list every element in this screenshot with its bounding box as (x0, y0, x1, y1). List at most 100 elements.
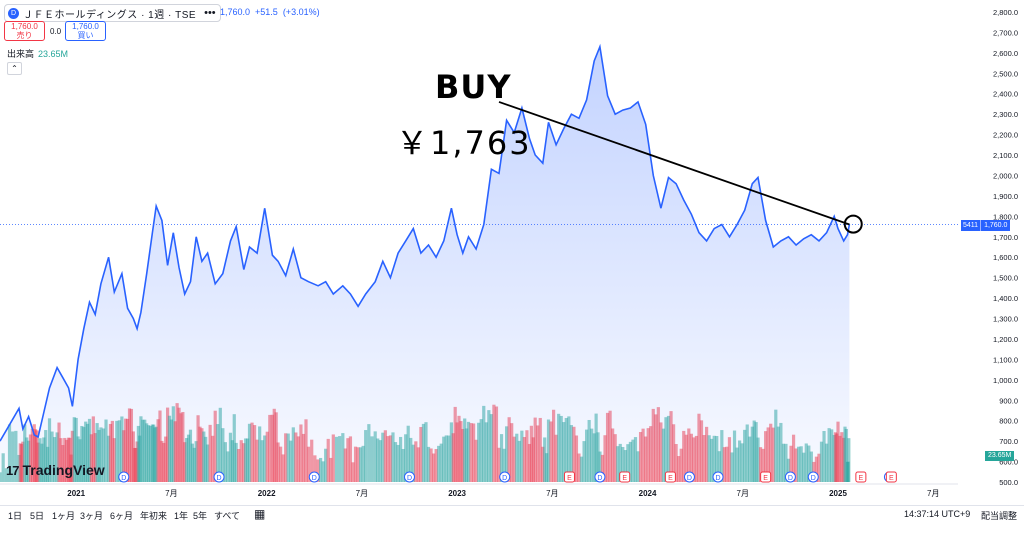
y-tick-label: 1,400.0 (993, 294, 1018, 303)
volume-tag: 23.65M (985, 451, 1015, 461)
dividend-marker-icon (712, 471, 724, 483)
buy-price: 1,760.0 (72, 22, 99, 31)
timeframe-5y[interactable]: 5年 (193, 511, 208, 521)
timeframe-6m[interactable]: 6ヶ月 (110, 511, 134, 521)
sell-button[interactable]: 1,760.0 売り (4, 21, 45, 41)
y-tick-label: 1,800.0 (993, 212, 1018, 221)
dividend-marker-icon (213, 471, 225, 483)
y-tick-label: 1,600.0 (993, 253, 1018, 262)
y-tick-label: 2,300.0 (993, 110, 1018, 119)
y-tick-label: 2,200.0 (993, 131, 1018, 140)
dividend-marker-icon (118, 471, 130, 483)
x-tick-label: 7月 (927, 489, 939, 498)
price-line (0, 43, 851, 442)
earnings-marker-icon (664, 471, 676, 483)
x-tick-label: 7月 (737, 489, 749, 498)
y-tick-label: 1,100.0 (993, 355, 1018, 364)
dividend-marker-icon (499, 471, 511, 483)
price-tag-count: 5411 (961, 220, 982, 231)
y-tick-label: 800.0 (999, 417, 1018, 426)
symbol-header[interactable]: D ＪＦＥホールディングス · 1週 · TSE ••• (4, 4, 221, 22)
dividend-marker-icon (308, 471, 320, 483)
sell-label: 売り (16, 31, 33, 40)
dividend-marker-label: D (407, 475, 412, 482)
timeframe-1y[interactable]: 1年 (174, 511, 189, 521)
calendar-icon[interactable]: ▦ (254, 507, 266, 521)
annotation-buy: BUY (435, 68, 512, 106)
earnings-marker-label: E (763, 475, 768, 482)
y-tick-label: 1,500.0 (993, 274, 1018, 283)
x-tick-label: 7月 (356, 489, 368, 498)
spread-value: 0.0 (50, 27, 62, 36)
earnings-marker-label: E (567, 475, 572, 482)
dividend-marker-label: D (312, 475, 317, 482)
clock[interactable]: 14:37:14 UTC+9 (904, 509, 971, 519)
x-tick-label: 2022 (258, 489, 276, 498)
earnings-marker-icon (619, 471, 631, 483)
x-tick-label: 2025 (829, 489, 847, 498)
volume-label-value: 23.65M (38, 49, 69, 59)
dividend-marker-label: D (597, 475, 602, 482)
dividend-marker-icon (594, 471, 606, 483)
dividend-marker-label: D (788, 475, 793, 482)
x-tick-label: 2024 (639, 489, 657, 498)
symbol-title[interactable]: ＪＦＥホールディングス · 1週 · TSE (23, 9, 197, 21)
y-tick-label: 900.0 (999, 396, 1018, 405)
timeframe-3m[interactable]: 3ヶ月 (80, 511, 104, 521)
dividend-marker-label: D (715, 475, 720, 482)
annotation-price: ￥1,763 (396, 124, 532, 162)
header-price: 1,760.0 +51.5 (+3.01%) (220, 7, 325, 17)
volume-label-name: 出来高 (7, 49, 35, 59)
earnings-marker-icon (760, 471, 772, 483)
price-chart[interactable]: 500.0 600.0 700.0 800.0 900.0 1,000.0 1,100.0 1… (0, 0, 1024, 505)
earnings-marker-label: E (889, 475, 894, 482)
dividend-marker-icon (807, 471, 819, 483)
y-tick-label: 2,600.0 (993, 49, 1018, 58)
buy-button[interactable]: 1,760.0 買い (65, 21, 106, 41)
y-tick-label: 2,800.0 (993, 8, 1018, 17)
dividend-marker-label: D (687, 475, 692, 482)
dividend-marker-icon (683, 471, 695, 483)
y-tick-label: 2,400.0 (993, 90, 1018, 99)
y-tick-label: 2,000.0 (993, 171, 1018, 180)
y-tick-label: 700.0 (999, 437, 1018, 446)
buy-point-circle (843, 214, 863, 234)
last-price-tag: 5411 1,760.0 (961, 220, 1011, 231)
last-price: 1,760.0 (220, 7, 251, 17)
dividend-marker-icon (784, 471, 796, 483)
dividend-adjust-toggle[interactable]: 配当調整 (981, 511, 1018, 521)
x-tick-label: 2021 (67, 489, 85, 498)
trend-line (498, 101, 850, 226)
y-tick-label: 2,700.0 (993, 28, 1018, 37)
tradingview-logo[interactable]: 17 TradingView (6, 462, 105, 478)
y-tick-label: 1,200.0 (993, 335, 1018, 344)
y-tick-label: 1,300.0 (993, 315, 1018, 324)
price-tag-price: 1,760.0 (981, 220, 1011, 231)
timeframe-ytd[interactable]: 年初来 (140, 511, 168, 521)
timeframe-5d[interactable]: 5日 (30, 511, 45, 521)
collapse-chevron-icon[interactable]: ⌃ (7, 62, 22, 75)
bottom-toolbar (0, 505, 1024, 537)
buy-label: 買い (77, 31, 94, 40)
sell-price: 1,760.0 (11, 22, 38, 31)
earnings-marker-label: E (668, 475, 673, 482)
dividend-marker-label: D (502, 475, 507, 482)
y-tick-label: 1,700.0 (993, 233, 1018, 242)
earnings-marker-icon (885, 471, 897, 483)
earnings-marker-label: E (859, 475, 864, 482)
timeframe-all[interactable]: すべて (214, 511, 241, 521)
x-tick-label: 2023 (448, 489, 466, 498)
timeframe-1m[interactable]: 1ヶ月 (52, 511, 76, 521)
earnings-marker-label: E (622, 475, 627, 482)
earnings-marker-icon (563, 471, 575, 483)
y-tick-label: 1,900.0 (993, 192, 1018, 201)
x-tick-label: 7月 (546, 489, 558, 498)
symbol-logo-icon: D (8, 7, 19, 19)
price-area (0, 46, 850, 482)
y-tick-label: 2,100.0 (993, 151, 1018, 160)
timeframe-1d[interactable]: 1日 (8, 511, 23, 521)
y-tick-label: 600.0 (999, 458, 1018, 467)
more-options-icon[interactable]: ••• (204, 7, 216, 19)
y-tick-label: 2,500.0 (993, 69, 1018, 78)
volume-legend[interactable]: 出来高 23.65M (7, 47, 68, 60)
